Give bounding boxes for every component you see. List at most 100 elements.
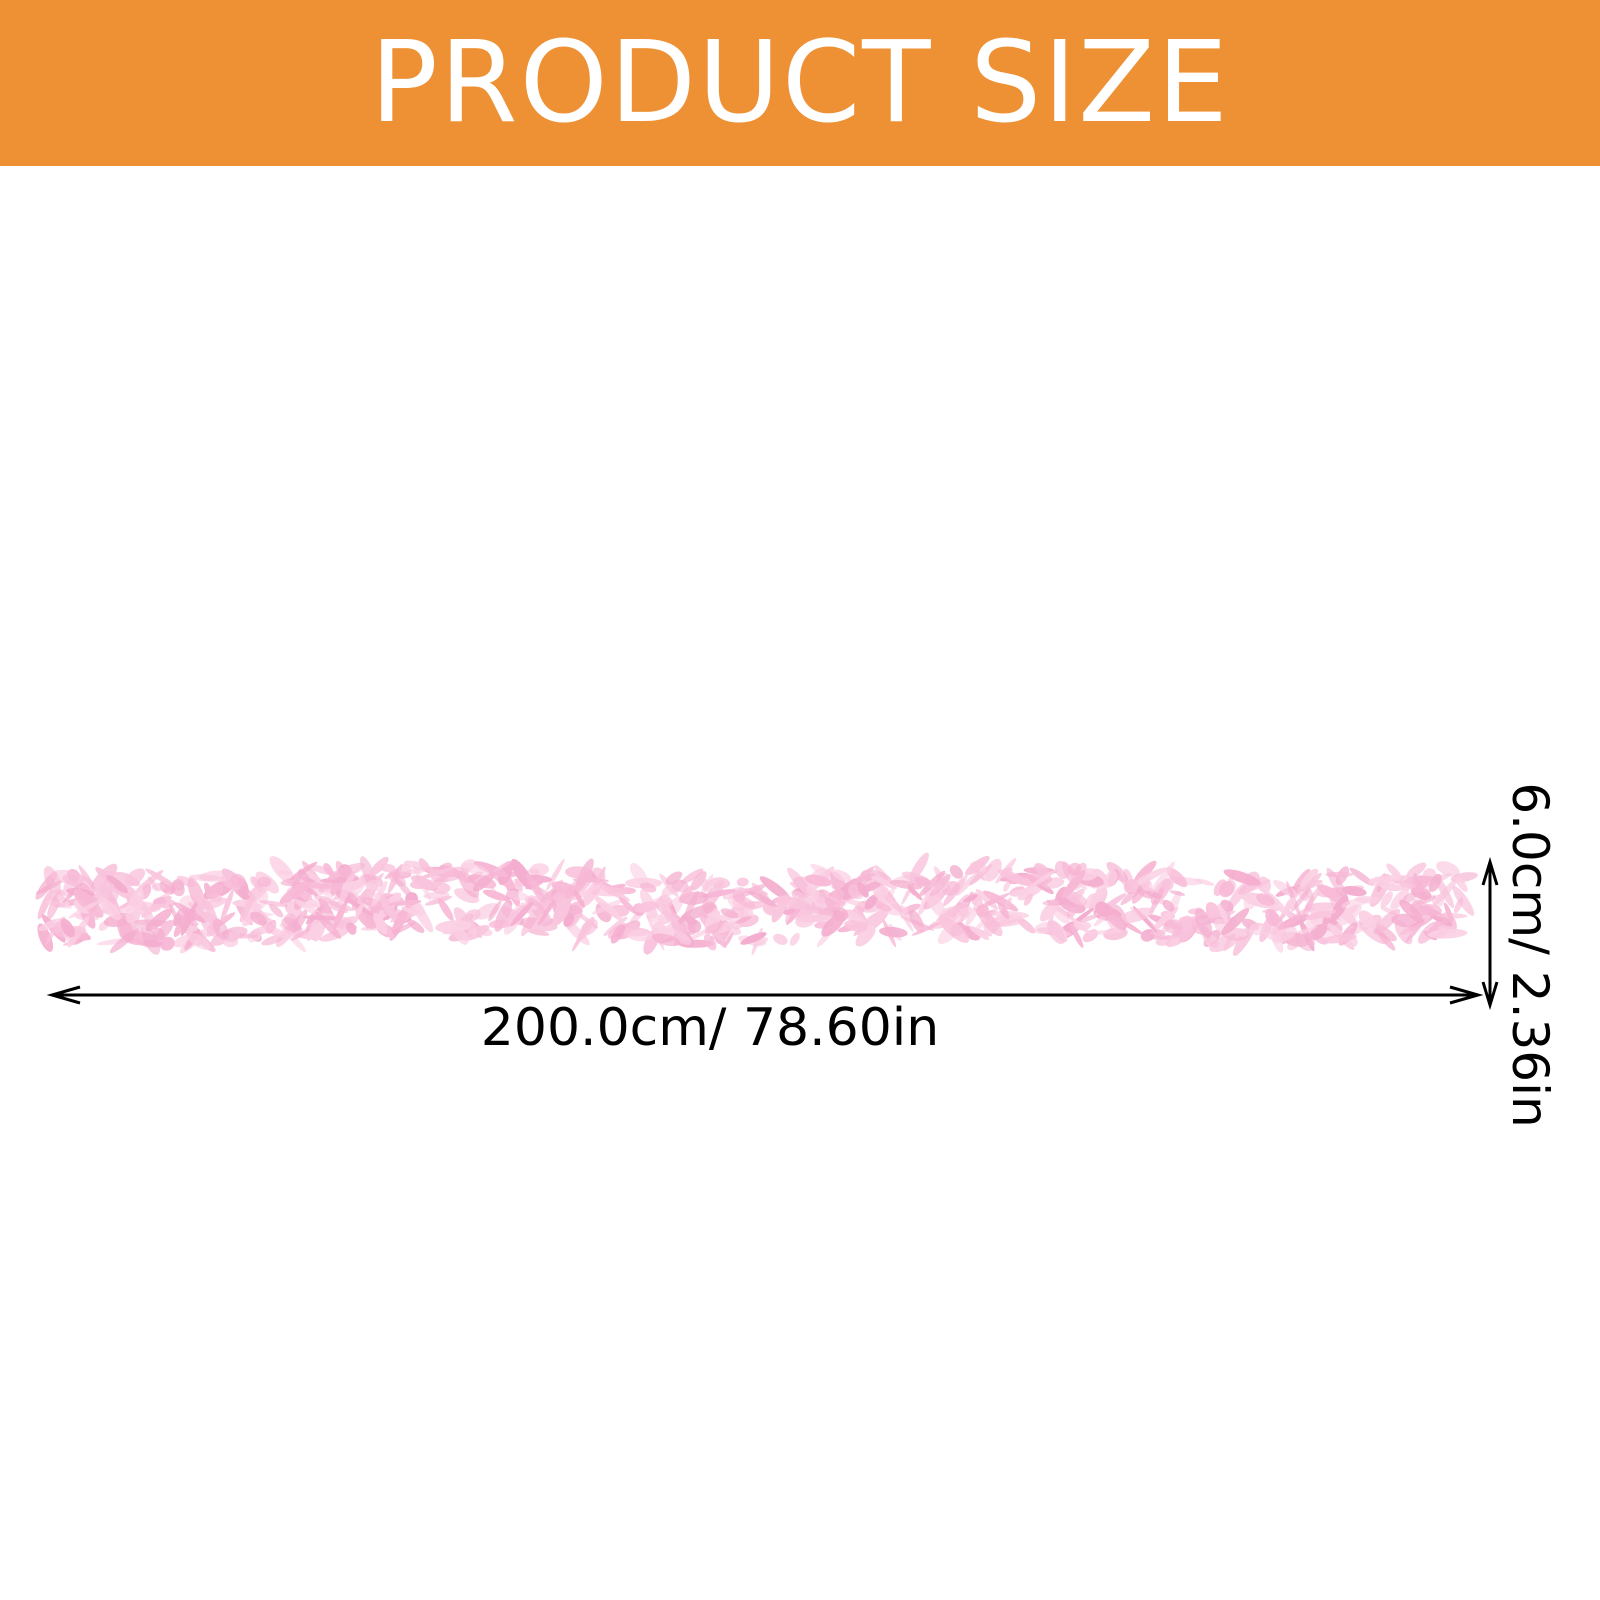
- feather: [98, 897, 122, 920]
- feather: [977, 908, 1003, 937]
- feather: [1402, 892, 1417, 904]
- feather: [1114, 868, 1130, 890]
- feather: [1427, 928, 1468, 939]
- feather: [145, 868, 177, 888]
- feather: [1234, 928, 1247, 939]
- feather: [618, 897, 637, 915]
- feather: [1284, 907, 1309, 927]
- feather: [407, 919, 425, 933]
- feather: [173, 902, 206, 924]
- feather: [291, 928, 310, 941]
- feather: [1405, 918, 1426, 943]
- feather: [1243, 896, 1256, 910]
- feather: [1337, 904, 1362, 926]
- feather: [724, 931, 734, 947]
- feather: [1322, 933, 1357, 944]
- feather: [627, 929, 653, 942]
- feather: [451, 922, 469, 945]
- feather: [1161, 878, 1174, 891]
- feather: [681, 868, 704, 884]
- feather: [401, 906, 418, 915]
- feather: [671, 879, 689, 893]
- feather: [804, 874, 832, 887]
- feather: [1088, 930, 1121, 935]
- feather: [571, 920, 591, 952]
- feather: [773, 933, 788, 945]
- feather: [789, 882, 801, 890]
- feather: [1418, 921, 1439, 944]
- feather: [1217, 903, 1229, 925]
- feather: [684, 915, 698, 926]
- feather: [212, 919, 229, 940]
- feather: [640, 882, 657, 893]
- feather: [1302, 929, 1316, 947]
- feather: [1284, 897, 1296, 912]
- feather: [1223, 869, 1262, 886]
- feather: [964, 855, 990, 876]
- feather: [124, 868, 146, 887]
- feather: [831, 880, 844, 890]
- feather: [1432, 877, 1459, 907]
- feather: [740, 932, 767, 945]
- feather: [205, 883, 224, 900]
- feather: [250, 911, 267, 926]
- feather: [704, 922, 723, 935]
- feather: [1009, 889, 1030, 897]
- feather: [281, 916, 301, 932]
- feather: [171, 880, 185, 897]
- feather: [1443, 902, 1454, 923]
- feather: [1150, 861, 1176, 894]
- feather: [279, 881, 311, 904]
- feather: [857, 882, 869, 898]
- feather: [929, 874, 951, 897]
- width-label: 6.0cm/ 2.36in: [1501, 782, 1559, 1128]
- feather: [431, 866, 470, 883]
- feather: [465, 920, 478, 936]
- feather: [1166, 867, 1188, 888]
- feather: [532, 886, 555, 902]
- feather: [783, 908, 796, 915]
- feather: [864, 894, 878, 910]
- feather: [690, 871, 707, 891]
- feather: [98, 881, 115, 895]
- feather: [969, 925, 990, 941]
- feather: [511, 858, 534, 890]
- feather: [1303, 872, 1322, 891]
- feather: [186, 932, 211, 950]
- feather: [1415, 895, 1437, 905]
- width-arrow: [1481, 856, 1499, 1011]
- feather: [873, 886, 889, 899]
- feather: [651, 933, 681, 947]
- feather: [1103, 870, 1118, 888]
- feather: [473, 861, 508, 878]
- feather: [269, 856, 296, 885]
- feather: [1380, 883, 1405, 892]
- feather: [141, 925, 161, 955]
- feather: [364, 879, 382, 889]
- feather: [151, 882, 166, 892]
- feather: [938, 915, 969, 943]
- feather: [35, 871, 58, 900]
- feather: [333, 902, 347, 930]
- feather: [1027, 869, 1057, 889]
- feather: [1341, 885, 1367, 897]
- feather: [794, 908, 834, 923]
- feather: [1304, 909, 1336, 920]
- feather: [665, 927, 692, 945]
- feather: [876, 903, 892, 912]
- feather: [1390, 888, 1409, 910]
- feather: [1194, 907, 1213, 938]
- feather: [468, 874, 497, 889]
- feather: [984, 858, 1002, 882]
- feather: [1399, 899, 1424, 924]
- feather: [1046, 920, 1065, 945]
- feather: [678, 885, 694, 903]
- feather: [736, 877, 749, 887]
- feather: [720, 908, 739, 919]
- feather: [159, 936, 175, 951]
- feather: [914, 876, 932, 887]
- feather: [733, 894, 756, 909]
- feather: [735, 916, 752, 924]
- feather: [378, 892, 397, 921]
- feather: [527, 929, 550, 936]
